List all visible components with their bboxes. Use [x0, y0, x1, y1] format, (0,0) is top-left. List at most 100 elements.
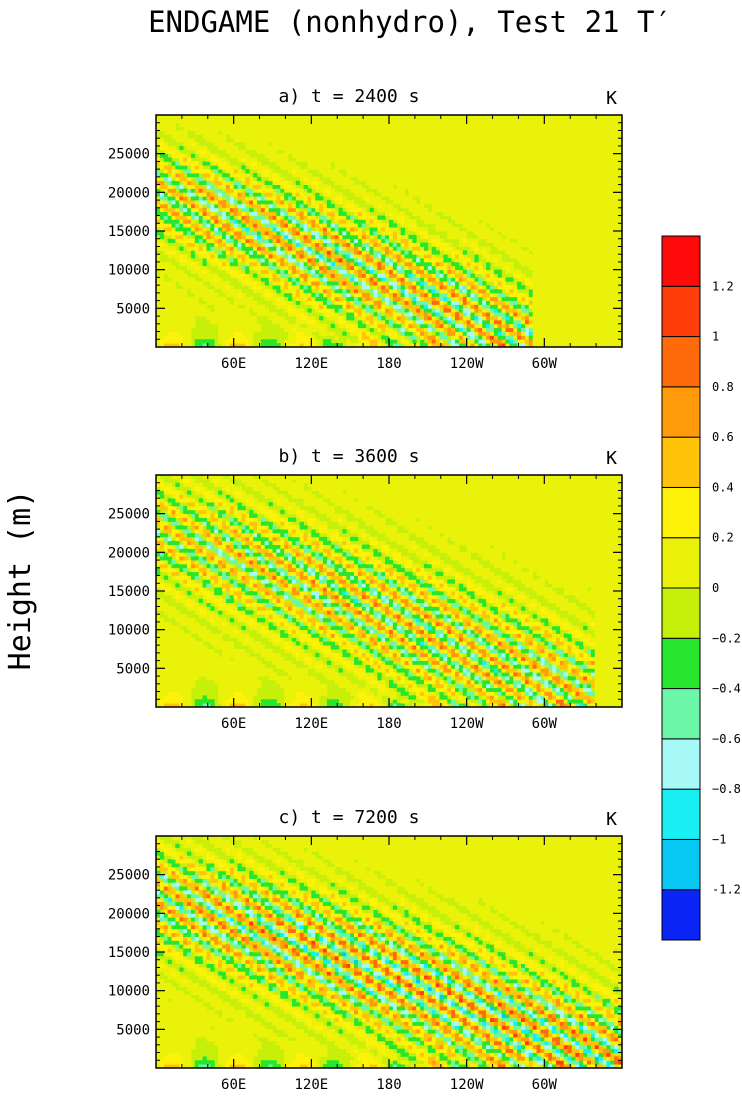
contour-cell [299, 200, 304, 205]
contour-cell [222, 343, 227, 347]
contour-cell [346, 149, 351, 155]
contour-cell [187, 176, 192, 182]
contour-cell [268, 149, 273, 155]
contour-cell [284, 149, 289, 155]
contour-cell [431, 196, 436, 201]
contour-cell [210, 207, 215, 213]
contour-cell [264, 234, 270, 240]
contour-cell [455, 292, 460, 298]
contour-cell [489, 130, 495, 135]
contour-cell [396, 211, 402, 216]
contour-cell [377, 161, 382, 166]
contour-cell [322, 250, 328, 255]
contour-cell [466, 138, 471, 143]
contour-cell [280, 323, 285, 329]
contour-cell [470, 145, 475, 151]
contour-cell [400, 223, 405, 228]
contour-cell [439, 323, 444, 329]
contour-cell [214, 242, 219, 247]
contour-cell [458, 254, 464, 259]
contour-cell [245, 339, 250, 344]
contour-cell [482, 231, 487, 236]
contour-cell [291, 265, 297, 271]
contour-cell [194, 130, 200, 135]
contour-cell [486, 145, 491, 151]
contour-cell [330, 130, 336, 135]
contour-cell [404, 323, 409, 329]
contour-cell [451, 312, 456, 317]
contour-cell [439, 203, 444, 209]
contour-cell [237, 219, 242, 224]
contour-cell [377, 265, 382, 271]
contour-cell [474, 292, 479, 298]
contour-cell [253, 319, 258, 325]
contour-cell [187, 258, 192, 263]
contour-cell [163, 319, 169, 325]
contour-cell [272, 223, 277, 228]
contour-cell [451, 145, 456, 151]
contour-cell [159, 227, 165, 232]
contour-cell [268, 134, 273, 139]
contour-cell [513, 118, 518, 124]
contour-cell [299, 261, 304, 267]
contour-cell [416, 281, 421, 286]
contour-cell [493, 312, 499, 317]
contour-cell [528, 165, 534, 170]
contour-cell [249, 335, 254, 340]
contour-cell [365, 339, 370, 344]
contour-cell [253, 273, 258, 278]
contour-cell [451, 289, 456, 294]
contour-cell [330, 281, 336, 286]
contour-cell [412, 188, 417, 193]
contour-cell [427, 304, 433, 309]
contour-cell [210, 254, 215, 259]
contour-cell [447, 296, 452, 301]
contour-cell [412, 269, 417, 274]
contour-cell [291, 134, 297, 139]
contour-cell [365, 304, 370, 309]
contour-cell [427, 200, 433, 205]
contour-cell [187, 316, 192, 321]
contour-cell [536, 335, 541, 340]
contour-cell [167, 281, 172, 286]
contour-cell [319, 200, 324, 205]
contour-cell [404, 242, 409, 247]
contour-cell [505, 316, 510, 321]
contour-cell [319, 134, 324, 139]
contour-cell [187, 265, 192, 271]
contour-cell [307, 165, 312, 170]
contour-cell [334, 292, 339, 298]
contour-cell [451, 211, 456, 216]
contour-cell [532, 335, 537, 340]
contour-cell [408, 312, 413, 317]
contour-cell [451, 269, 456, 274]
contour-cell [159, 308, 165, 313]
contour-cell [288, 165, 293, 170]
contour-cell [346, 289, 351, 294]
contour-cell [311, 304, 316, 309]
contour-cell [194, 215, 200, 220]
contour-cell [319, 157, 324, 162]
contour-cell [392, 339, 398, 344]
contour-cell [365, 285, 370, 290]
contour-cell [486, 238, 491, 243]
contour-cell [311, 316, 316, 321]
contour-cell [474, 134, 479, 139]
contour-cell [404, 142, 409, 147]
contour-cell [524, 138, 530, 143]
contour-cell [307, 134, 312, 139]
contour-cell [462, 289, 468, 294]
contour-cell [489, 200, 495, 205]
contour-cell [256, 184, 262, 189]
contour-cell [342, 149, 347, 155]
contour-cell [478, 180, 483, 185]
contour-cell [307, 145, 312, 151]
contour-cell [299, 327, 304, 332]
contour-cell [420, 134, 425, 139]
contour-cell [443, 343, 448, 347]
contour-cell [175, 308, 180, 313]
contour-cell [392, 312, 398, 317]
contour-cell [513, 173, 518, 178]
contour-cell [474, 323, 479, 329]
contour-cell [517, 343, 522, 347]
